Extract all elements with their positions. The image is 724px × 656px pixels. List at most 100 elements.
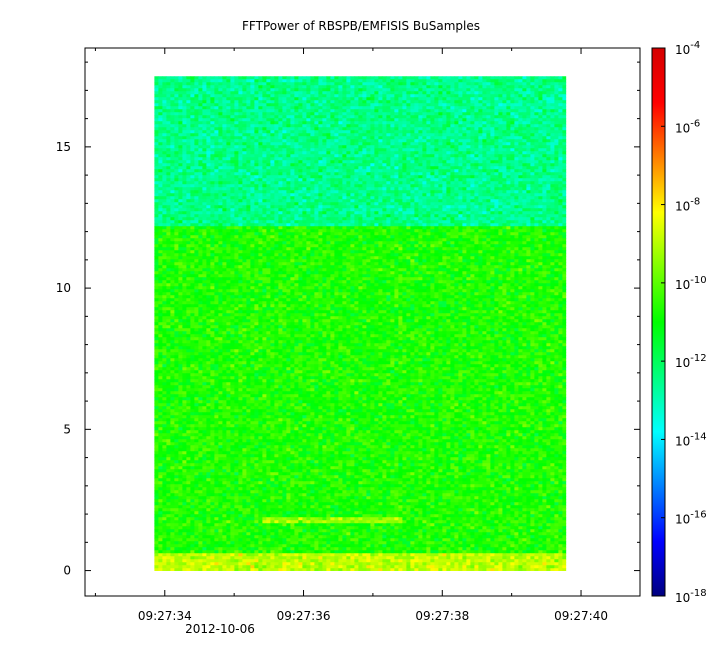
heatmap-cell xyxy=(334,190,338,193)
heatmap-cell xyxy=(546,181,550,184)
heatmap-cell xyxy=(318,166,322,169)
heatmap-cell xyxy=(418,196,422,199)
heatmap-cell xyxy=(362,145,366,148)
heatmap-cell xyxy=(270,79,274,82)
heatmap-cell xyxy=(462,184,466,187)
heatmap-cell xyxy=(206,88,210,91)
heatmap-cell xyxy=(486,148,490,151)
heatmap-cell xyxy=(510,187,514,190)
heatmap-cell xyxy=(470,154,474,157)
heatmap-cell xyxy=(326,118,330,121)
heatmap-cell xyxy=(474,169,478,172)
heatmap-cell xyxy=(398,154,402,157)
heatmap-cell xyxy=(514,97,518,100)
heatmap-cell xyxy=(534,175,538,178)
heatmap-cell xyxy=(282,103,286,106)
heatmap-cell xyxy=(446,97,450,100)
heatmap-cell xyxy=(290,85,294,88)
heatmap-cell xyxy=(222,127,226,130)
heatmap-cell xyxy=(558,196,562,199)
heatmap-cell xyxy=(410,109,414,112)
heatmap-cell xyxy=(446,142,450,145)
heatmap-cell xyxy=(454,196,458,199)
heatmap-cell xyxy=(186,139,190,142)
heatmap-cell xyxy=(434,148,438,151)
heatmap-cell xyxy=(366,187,370,190)
heatmap-cell xyxy=(286,199,290,202)
heatmap-cell xyxy=(382,175,386,178)
heatmap-cell xyxy=(422,118,426,121)
heatmap-cell xyxy=(502,88,506,91)
heatmap-cell xyxy=(294,193,298,196)
heatmap-cell xyxy=(162,166,166,169)
heatmap-cell xyxy=(334,127,338,130)
heatmap-cell xyxy=(338,190,342,193)
heatmap-cell xyxy=(370,160,374,163)
heatmap-cell xyxy=(378,196,382,199)
heatmap-cell xyxy=(486,121,490,124)
heatmap-cell xyxy=(310,145,314,148)
heatmap-cell xyxy=(222,202,226,205)
heatmap-cell xyxy=(494,202,498,205)
heatmap-cell xyxy=(342,79,346,82)
heatmap-cell xyxy=(246,97,250,100)
heatmap-cell xyxy=(286,184,290,187)
heatmap-cell xyxy=(202,151,206,154)
heatmap-cell xyxy=(274,148,278,151)
heatmap-cell xyxy=(214,88,218,91)
heatmap-cell xyxy=(222,79,226,82)
heatmap-cell xyxy=(286,220,290,223)
heatmap-cell xyxy=(218,112,222,115)
heatmap-cell xyxy=(382,154,386,157)
heatmap-cell xyxy=(534,118,538,121)
heatmap-cell xyxy=(458,190,462,193)
heatmap-cell xyxy=(454,82,458,85)
heatmap-cell xyxy=(466,136,470,139)
heatmap-cell xyxy=(466,130,470,133)
heatmap-cell xyxy=(402,115,406,118)
heatmap-cell xyxy=(186,91,190,94)
heatmap-cell xyxy=(214,205,218,208)
heatmap-cell xyxy=(218,157,222,160)
heatmap-cell xyxy=(266,187,270,190)
heatmap-cell xyxy=(190,217,194,220)
heatmap-cell xyxy=(210,187,214,190)
heatmap-cell xyxy=(490,160,494,163)
heatmap-cell xyxy=(358,199,362,202)
heatmap-cell xyxy=(174,166,178,169)
heatmap-cell xyxy=(294,205,298,208)
heatmap-cell xyxy=(242,85,246,88)
heatmap-cell xyxy=(166,181,170,184)
heatmap-cell xyxy=(422,169,426,172)
heatmap-cell xyxy=(322,112,326,115)
heatmap-cell xyxy=(454,145,458,148)
heatmap-cell xyxy=(394,154,398,157)
heatmap-cell xyxy=(442,208,446,211)
heatmap-cell xyxy=(350,106,354,109)
heatmap-cell xyxy=(526,193,530,196)
heatmap-cell xyxy=(490,163,494,166)
heatmap-cell xyxy=(494,100,498,103)
heatmap-cell xyxy=(378,130,382,133)
heatmap-cell xyxy=(382,124,386,127)
heatmap-cell xyxy=(462,115,466,118)
heatmap-cell xyxy=(506,199,510,202)
heatmap-cell xyxy=(182,103,186,106)
heatmap-cell xyxy=(338,145,342,148)
heatmap-cell xyxy=(442,169,446,172)
heatmap-cell xyxy=(434,88,438,91)
heatmap-cell xyxy=(458,103,462,106)
heatmap-cell xyxy=(210,184,214,187)
heatmap-cell xyxy=(498,118,502,121)
heatmap-cell xyxy=(186,109,190,112)
heatmap-cell xyxy=(186,178,190,181)
heatmap-cell xyxy=(358,94,362,97)
heatmap-cell xyxy=(354,148,358,151)
heatmap-cell xyxy=(562,202,566,205)
heatmap-cell xyxy=(522,184,526,187)
heatmap-cell xyxy=(158,145,162,148)
heatmap-cell xyxy=(186,82,190,85)
heatmap-cell xyxy=(482,115,486,118)
heatmap-cell xyxy=(338,175,342,178)
heatmap-cell xyxy=(190,208,194,211)
